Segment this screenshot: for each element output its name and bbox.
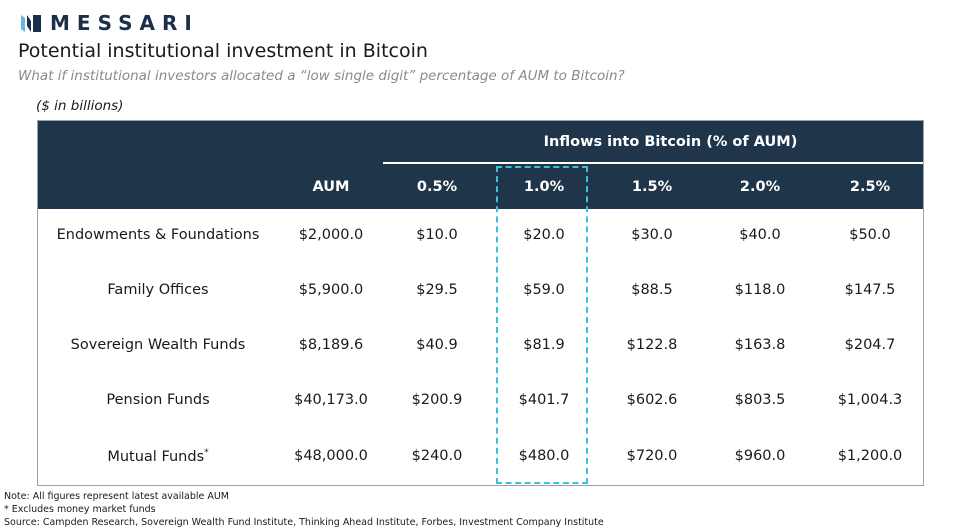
table-cell: $147.5 — [844, 282, 896, 298]
row-label: Mutual Funds* — [38, 448, 278, 465]
table-cell: $1,200.0 — [837, 448, 903, 464]
table-cell: $200.9 — [411, 392, 463, 408]
page-title: Potential institutional investment in Bi… — [18, 40, 428, 62]
table-cell: $163.8 — [734, 337, 786, 353]
brand-name: MESSARI — [50, 11, 199, 35]
page-subtitle: What if institutional investors allocate… — [18, 68, 625, 84]
table-cell: $40.0 — [739, 227, 781, 243]
group-header: Inflows into Bitcoin (% of AUM) — [543, 134, 798, 150]
table-cell: $401.7 — [518, 392, 570, 408]
column-header: 1.5% — [631, 179, 673, 195]
row-label: Pension Funds — [38, 392, 278, 408]
table-cell: $720.0 — [626, 448, 678, 464]
table-cell: $1,004.3 — [837, 392, 903, 408]
column-header: 2.5% — [849, 179, 891, 195]
table-cell: $204.7 — [844, 337, 896, 353]
footnotes: Note: All figures represent latest avail… — [4, 490, 604, 529]
table-cell: $8,189.6 — [298, 337, 364, 353]
column-header: 0.5% — [416, 179, 458, 195]
column-header: AUM — [312, 179, 350, 195]
table-cell: $480.0 — [518, 448, 570, 464]
units-label: ($ in billions) — [36, 98, 124, 114]
footnote-marker: * — [204, 448, 209, 458]
table-cell: $10.0 — [416, 227, 458, 243]
footnote-line: * Excludes money market funds — [4, 504, 156, 515]
table-header: Inflows into Bitcoin (% of AUM) AUM 0.5% 1… — [38, 121, 923, 209]
row-label: Endowments & Foundations — [38, 227, 278, 243]
table-cell: $240.0 — [411, 448, 463, 464]
column-header: 1.0% — [523, 179, 565, 195]
table-cell: $40.9 — [416, 337, 458, 353]
row-label-text: Pension Funds — [106, 392, 210, 408]
source-line: Source: Campden Research, Sovereign Weal… — [4, 517, 604, 528]
table-cell: $50.0 — [849, 227, 891, 243]
row-label-text: Endowments & Foundations — [56, 227, 260, 243]
table-cell: $48,000.0 — [294, 448, 368, 464]
group-header-rule — [383, 162, 923, 164]
table-cell: $602.6 — [626, 392, 678, 408]
table-cell: $81.9 — [523, 337, 565, 353]
note-line: Note: All figures represent latest avail… — [4, 491, 229, 502]
table-cell: $5,900.0 — [298, 282, 364, 298]
highlight-column-box — [496, 166, 588, 484]
table-cell: $118.0 — [734, 282, 786, 298]
table-cell: $122.8 — [626, 337, 678, 353]
row-label: Family Offices — [38, 282, 278, 298]
brand-logo: MESSARI — [20, 10, 199, 36]
table-cell: $59.0 — [523, 282, 565, 298]
row-label-text: Mutual Funds — [107, 448, 205, 465]
table-cell: $40,173.0 — [294, 392, 368, 408]
table-cell: $30.0 — [631, 227, 673, 243]
table-cell: $88.5 — [631, 282, 673, 298]
table-cell: $20.0 — [523, 227, 565, 243]
row-label-text: Sovereign Wealth Funds — [70, 337, 246, 353]
row-label: Sovereign Wealth Funds — [38, 337, 278, 353]
table-cell: $29.5 — [416, 282, 458, 298]
table-cell: $2,000.0 — [298, 227, 364, 243]
column-header: 2.0% — [739, 179, 781, 195]
row-label-text: Family Offices — [107, 282, 209, 298]
messari-logo-icon — [21, 15, 41, 32]
table-cell: $960.0 — [734, 448, 786, 464]
inflows-table: Inflows into Bitcoin (% of AUM) AUM 0.5% 1… — [37, 120, 924, 486]
table-cell: $803.5 — [734, 392, 786, 408]
